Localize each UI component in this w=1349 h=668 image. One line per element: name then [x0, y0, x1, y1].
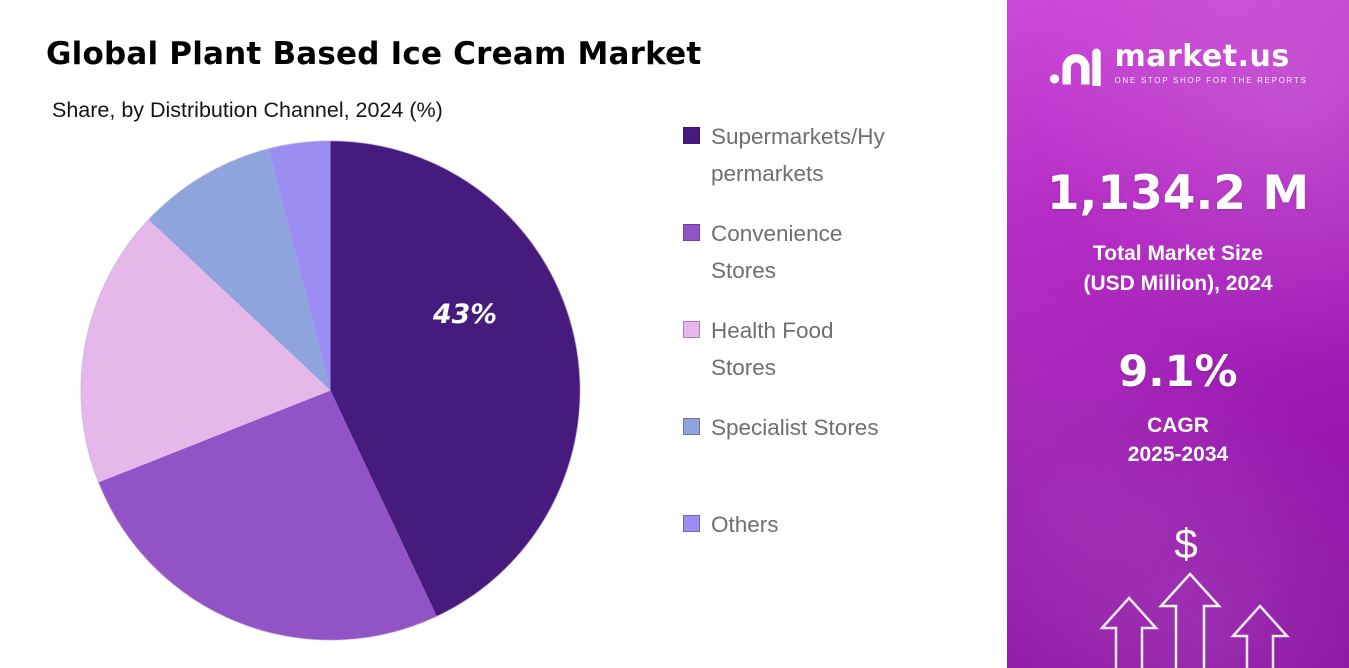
brand-name: market.us: [1114, 38, 1290, 74]
pie-data-label: 43%: [432, 299, 497, 330]
brand-tagline: ONE STOP SHOP FOR THE REPORTS: [1114, 75, 1308, 85]
growth-arrows-decoration: [1099, 572, 1290, 668]
legend-item: Others: [683, 507, 889, 604]
legend-item: Specialist Stores: [683, 410, 889, 507]
pie-slice-4: [268, 140, 331, 391]
pie-outline: [80, 140, 581, 641]
dollar-symbol: $: [1174, 520, 1198, 567]
brand-panel: market.us ONE STOP SHOP FOR THE REPORTS …: [1002, 0, 1349, 668]
legend-swatch: [683, 418, 700, 435]
market-us-logo-icon: [1050, 48, 1102, 86]
legend-swatch: [683, 515, 700, 532]
market-size-label-line2: (USD Million), 2024: [1083, 271, 1273, 295]
legend-swatch: [683, 224, 700, 241]
cagr-label: CAGR 2025-2034: [1007, 411, 1349, 471]
legend: Supermarkets/Hypermarkets Convenience St…: [683, 119, 889, 648]
cagr-label-line2: 2025-2034: [1127, 443, 1229, 467]
pie-chart: 43%: [80, 140, 581, 641]
pie-slice-2: [80, 219, 331, 483]
legend-swatch: [683, 127, 700, 144]
market-size-value: 1,134.2 M: [1046, 166, 1310, 221]
legend-label: Others: [711, 512, 779, 537]
brand-logo: market.us ONE STOP SHOP FOR THE REPORTS: [1007, 40, 1349, 86]
legend-label: Convenience Stores: [711, 221, 843, 283]
chart-area: 43% Supermarkets/Hypermarkets Convenienc…: [0, 124, 1002, 648]
brand-text-block: market.us ONE STOP SHOP FOR THE REPORTS: [1114, 38, 1308, 85]
legend-item: Health Food Stores: [683, 313, 889, 410]
pie-slice-0: [330, 140, 581, 617]
chart-subtitle: Share, by Distribution Channel, 2024 (%): [52, 98, 443, 122]
market-size-label-line1: Total Market Size: [1093, 242, 1263, 265]
legend-label: Supermarkets/Hypermarkets: [711, 124, 885, 186]
legend-label: Health Food Stores: [711, 318, 834, 380]
legend-item: Supermarkets/Hypermarkets: [683, 119, 889, 216]
pie-slice-1: [98, 390, 437, 641]
cagr-label-line1: CAGR: [1147, 413, 1209, 437]
page-title: Global Plant Based Ice Cream Market: [46, 36, 702, 72]
legend-label: Specialist Stores: [711, 415, 879, 440]
cagr-value: 9.1%: [1118, 346, 1238, 397]
pie-slice-3: [148, 148, 331, 391]
chart-pane: Global Plant Based Ice Cream Market Shar…: [0, 36, 1002, 648]
legend-swatch: [683, 321, 700, 338]
legend-item: Convenience Stores: [683, 216, 889, 313]
market-size-label: Total Market Size (USD Million), 2024: [1007, 239, 1349, 299]
